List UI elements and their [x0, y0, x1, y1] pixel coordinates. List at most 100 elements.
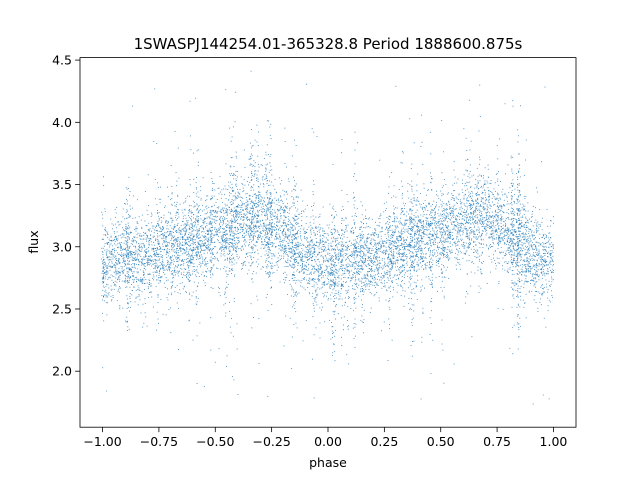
data-point [190, 262, 192, 264]
data-point [284, 190, 286, 192]
data-point [267, 260, 269, 262]
data-point [178, 349, 179, 351]
data-point [308, 282, 310, 284]
data-point [397, 278, 399, 280]
data-point [289, 248, 291, 250]
data-point [265, 154, 267, 156]
data-point [455, 264, 457, 266]
data-point [355, 247, 357, 248]
data-point [331, 248, 333, 250]
data-point [186, 242, 187, 243]
data-point [301, 267, 303, 269]
data-point [481, 211, 483, 213]
data-point [284, 282, 285, 284]
data-point [133, 271, 135, 272]
data-point [516, 296, 518, 297]
data-point [189, 235, 191, 237]
data-point [125, 226, 127, 228]
data-point [276, 225, 278, 227]
data-point [474, 233, 476, 235]
data-point [210, 286, 212, 288]
data-point [344, 272, 346, 274]
data-point [401, 233, 403, 235]
data-point [525, 228, 527, 230]
data-point [196, 269, 198, 271]
data-point [187, 220, 189, 222]
data-point [334, 270, 336, 272]
data-point [270, 263, 271, 264]
data-point [154, 244, 156, 246]
data-point [175, 212, 177, 214]
data-point [264, 174, 266, 175]
data-point [195, 218, 197, 220]
data-point [421, 237, 423, 239]
data-point [474, 216, 476, 218]
data-point [535, 229, 537, 231]
data-point [226, 233, 228, 235]
data-point [176, 225, 178, 226]
data-point [261, 241, 263, 243]
data-point [433, 244, 435, 246]
data-point [241, 203, 243, 205]
data-point [413, 304, 415, 306]
data-point [221, 249, 223, 251]
data-point [365, 215, 366, 217]
data-point [129, 194, 130, 196]
data-point [457, 254, 459, 256]
data-point [324, 242, 326, 244]
data-point [176, 245, 178, 247]
data-point [128, 249, 130, 251]
data-point [528, 247, 529, 249]
data-point [285, 240, 287, 242]
data-point [547, 297, 549, 299]
data-point [237, 204, 239, 206]
data-point [128, 246, 130, 248]
data-point [391, 262, 393, 264]
data-point [469, 171, 471, 172]
data-point [279, 237, 281, 238]
data-point [452, 184, 454, 186]
data-point [302, 272, 304, 274]
data-point [126, 217, 128, 219]
data-point [513, 214, 515, 216]
data-point [269, 228, 271, 230]
data-point [171, 294, 173, 296]
data-point [363, 227, 365, 229]
data-point [386, 250, 388, 252]
data-point [214, 361, 216, 363]
data-point [125, 279, 127, 281]
data-point [281, 232, 283, 234]
data-point [388, 280, 390, 281]
data-point [358, 254, 360, 256]
data-point [418, 233, 420, 235]
data-point [458, 239, 459, 241]
data-point [233, 232, 235, 234]
data-point [369, 250, 371, 252]
data-point [234, 221, 236, 223]
data-point [212, 215, 214, 217]
data-point [298, 196, 300, 198]
data-point [195, 258, 197, 260]
data-point [195, 254, 197, 256]
data-point [182, 260, 184, 262]
data-point [178, 257, 180, 259]
data-point [534, 259, 536, 261]
data-point [292, 247, 294, 249]
data-point [471, 197, 473, 199]
data-point [306, 249, 308, 251]
data-point [378, 235, 380, 237]
data-point [517, 245, 518, 247]
data-point [302, 260, 304, 262]
data-point [492, 230, 493, 232]
data-point [321, 263, 323, 265]
data-point [511, 222, 513, 224]
data-point [443, 220, 445, 222]
data-point [271, 222, 273, 224]
data-point [178, 209, 179, 211]
data-point [328, 297, 330, 299]
data-point [284, 222, 286, 224]
data-point [522, 209, 524, 211]
data-point [437, 247, 439, 249]
data-point [545, 326, 547, 328]
data-point [476, 236, 478, 238]
